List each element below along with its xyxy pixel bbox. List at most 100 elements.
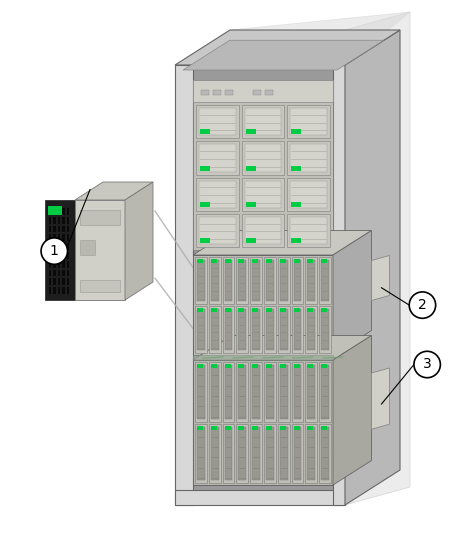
Bar: [211, 364, 217, 368]
Bar: [195, 306, 207, 353]
Bar: [278, 362, 290, 422]
Bar: [280, 259, 286, 263]
Bar: [294, 365, 302, 418]
Bar: [307, 427, 315, 480]
Bar: [252, 364, 258, 368]
Bar: [253, 90, 261, 95]
Bar: [321, 309, 329, 350]
Bar: [292, 362, 303, 422]
Bar: [250, 362, 262, 422]
Bar: [225, 426, 231, 429]
Bar: [175, 65, 193, 505]
Bar: [58, 279, 60, 285]
Bar: [287, 141, 330, 174]
Text: 3: 3: [423, 357, 431, 372]
Text: 2: 2: [418, 298, 427, 312]
Polygon shape: [333, 335, 371, 485]
Bar: [245, 165, 256, 171]
Bar: [75, 200, 125, 300]
Bar: [223, 423, 235, 483]
Bar: [307, 308, 313, 312]
Bar: [266, 259, 272, 263]
Bar: [266, 309, 274, 350]
Bar: [250, 257, 262, 304]
Bar: [264, 306, 276, 353]
Bar: [321, 365, 329, 418]
Bar: [294, 427, 302, 480]
Polygon shape: [175, 12, 410, 65]
Bar: [245, 238, 256, 243]
Bar: [209, 257, 220, 304]
Bar: [49, 279, 51, 285]
Bar: [58, 243, 60, 250]
Circle shape: [414, 352, 440, 377]
Bar: [45, 200, 75, 300]
Bar: [319, 306, 331, 353]
Bar: [80, 210, 120, 225]
Bar: [236, 423, 248, 483]
Bar: [53, 243, 56, 250]
Bar: [209, 362, 220, 422]
Bar: [195, 423, 207, 483]
Bar: [49, 269, 51, 276]
Bar: [266, 365, 274, 418]
Bar: [287, 214, 330, 247]
Bar: [58, 252, 60, 259]
Bar: [321, 426, 327, 429]
Bar: [200, 238, 210, 243]
Bar: [236, 306, 248, 353]
Bar: [280, 309, 287, 350]
Bar: [287, 178, 330, 211]
Bar: [58, 234, 60, 241]
Bar: [193, 80, 333, 102]
Bar: [225, 427, 232, 480]
Bar: [67, 217, 69, 224]
Polygon shape: [193, 335, 371, 360]
Bar: [62, 261, 65, 268]
Bar: [62, 287, 65, 294]
Bar: [67, 252, 69, 259]
Bar: [196, 105, 239, 138]
Bar: [252, 426, 258, 429]
Bar: [211, 365, 219, 418]
Bar: [292, 257, 303, 304]
Bar: [264, 423, 276, 483]
Bar: [193, 355, 333, 360]
Bar: [266, 427, 274, 480]
Bar: [280, 364, 286, 368]
Bar: [280, 308, 286, 312]
Circle shape: [409, 292, 436, 318]
Bar: [62, 269, 65, 276]
Bar: [225, 364, 231, 368]
Bar: [197, 364, 203, 368]
Polygon shape: [183, 40, 384, 70]
Bar: [245, 129, 256, 134]
Bar: [294, 260, 302, 301]
Bar: [280, 427, 287, 480]
Bar: [196, 178, 239, 211]
Bar: [211, 259, 217, 263]
Bar: [238, 259, 244, 263]
Bar: [290, 217, 327, 244]
Bar: [175, 490, 345, 505]
Bar: [236, 257, 248, 304]
Bar: [278, 306, 290, 353]
Bar: [252, 259, 258, 263]
Bar: [53, 208, 56, 215]
Bar: [53, 252, 56, 259]
Bar: [223, 306, 235, 353]
Bar: [244, 108, 281, 135]
Bar: [238, 260, 246, 301]
Bar: [80, 240, 95, 255]
Bar: [62, 234, 65, 241]
Bar: [213, 90, 221, 95]
Bar: [242, 178, 284, 211]
Bar: [278, 423, 290, 483]
Bar: [264, 257, 276, 304]
Bar: [53, 217, 56, 224]
Bar: [67, 269, 69, 276]
Bar: [53, 269, 56, 276]
Bar: [195, 362, 207, 422]
Bar: [58, 269, 60, 276]
Bar: [291, 129, 301, 134]
